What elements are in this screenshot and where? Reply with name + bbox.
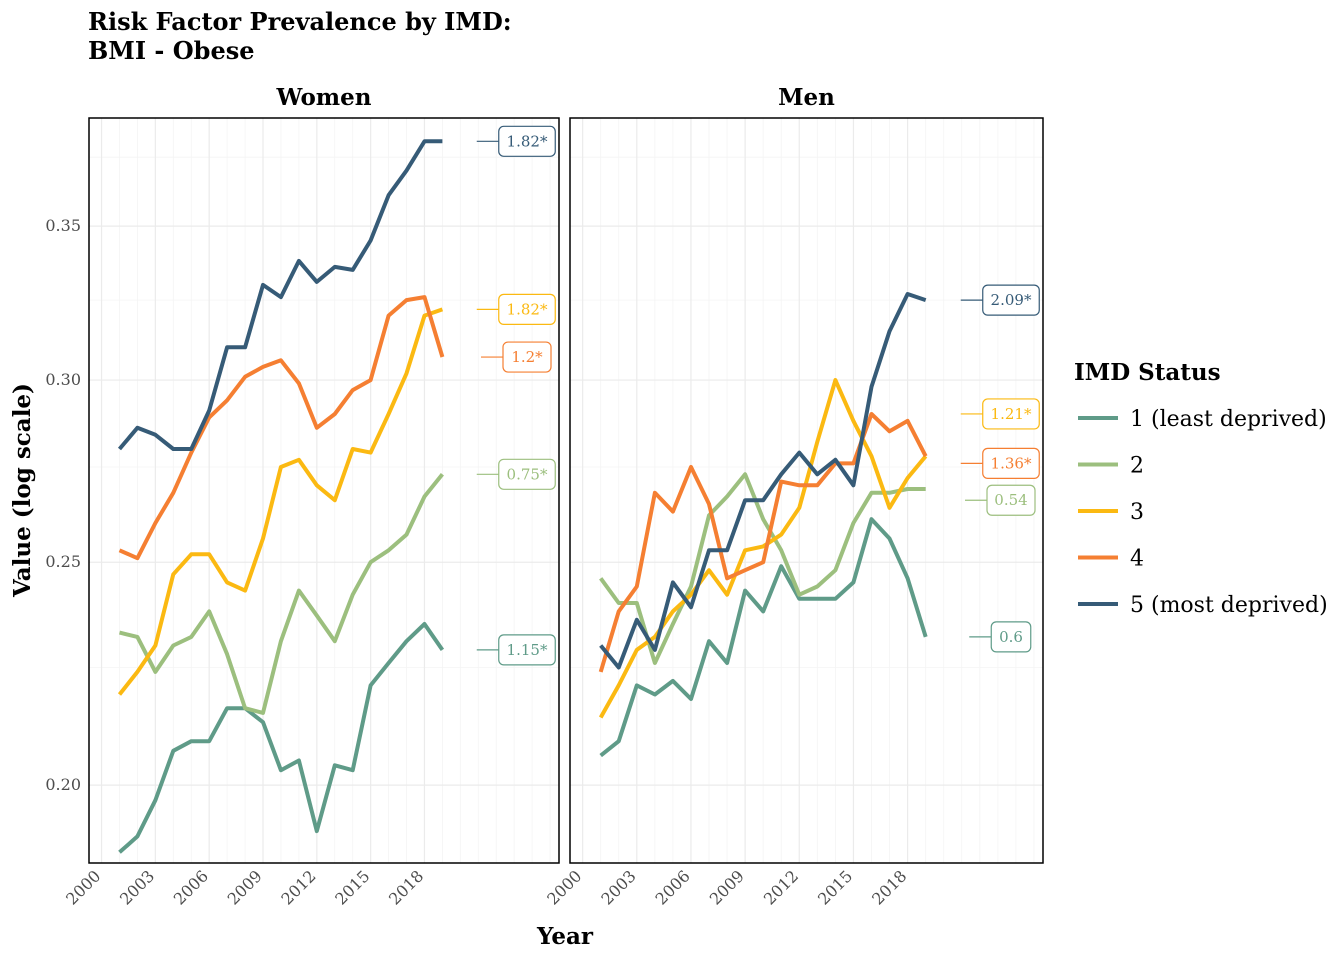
- end-label-text: 1.15*: [507, 641, 548, 659]
- x-tick-label: 2006: [652, 866, 694, 908]
- x-tick-label: 2003: [116, 866, 158, 908]
- end-label-men-imd-5: 2.09*: [960, 284, 1040, 316]
- legend-entry-2: 2: [1078, 454, 1144, 479]
- end-label-box: [498, 634, 556, 666]
- chart-title-line-2: BMI - Obese: [88, 36, 255, 65]
- end-label-box: [982, 398, 1040, 430]
- chart-title-line-1: Risk Factor Prevalence by IMD:: [88, 7, 512, 36]
- x-tick-label: 2000: [62, 866, 104, 908]
- end-label-text: 2.09*: [991, 291, 1032, 309]
- legend-title: IMD Status: [1074, 359, 1221, 386]
- x-tick-label: 2003: [597, 866, 639, 908]
- end-label-men-imd-3: 1.21*: [960, 398, 1040, 430]
- series-line-men-imd-3: [598, 378, 928, 719]
- series-line-men-imd-4: [598, 412, 928, 673]
- end-label-box: [502, 341, 552, 373]
- series-line-men-imd-5: [599, 292, 927, 670]
- panel-border-men: [569, 117, 1044, 864]
- series-line-men-imd-1: [599, 517, 928, 758]
- legend-label: 2: [1130, 454, 1144, 479]
- x-tick-label: 2012: [760, 866, 802, 908]
- end-label-text: 1.21*: [991, 405, 1032, 423]
- end-label-women-imd-3: 1.82*: [476, 293, 556, 325]
- x-tick-label: 2015: [331, 866, 373, 908]
- y-tick-label: 0.30: [45, 370, 81, 389]
- y-tick-label: 0.25: [45, 552, 81, 571]
- x-axis-title: Year: [536, 923, 594, 950]
- end-label-text: 0.6: [999, 628, 1023, 646]
- facet-panels: Women 0.20 0.25 0.30 0.35 2000 2003 2006 2009 201…: [45, 84, 1044, 909]
- y-axis-title: Value (log scale): [9, 383, 36, 598]
- legend-entry-3: 3: [1078, 500, 1144, 525]
- legend: IMD Status 1 (least deprived) 2 3 4 5 (most …: [1074, 359, 1328, 618]
- x-tick-label: 2012: [277, 866, 319, 908]
- legend-label: 3: [1130, 500, 1144, 525]
- series-line-women-imd-1: [118, 622, 445, 854]
- end-label-box: [498, 125, 556, 157]
- end-label-text: 0.54: [994, 491, 1027, 509]
- panel-title-men: Men: [778, 84, 835, 111]
- end-label-women-imd-2: 0.75*: [476, 458, 556, 490]
- legend-entry-5: 5 (most deprived): [1078, 593, 1328, 618]
- panel-border-women: [88, 117, 560, 864]
- legend-entry-4: 4: [1078, 547, 1144, 572]
- end-label-text: 1.82*: [507, 132, 548, 150]
- x-tick-label: 2018: [385, 866, 427, 908]
- end-label-text: 1.82*: [507, 300, 548, 318]
- legend-label: 5 (most deprived): [1130, 593, 1328, 618]
- x-tick-label: 2009: [706, 866, 748, 908]
- series-line-women-imd-2: [119, 473, 444, 715]
- y-tick-label: 0.35: [45, 216, 81, 235]
- series-line-women-imd-4: [118, 295, 445, 561]
- end-label-women-imd-1: 1.15*: [476, 634, 556, 666]
- legend-label: 4: [1130, 547, 1144, 572]
- end-label-box: [498, 458, 556, 490]
- end-label-text: 1.2*: [511, 348, 543, 366]
- end-label-box: [982, 447, 1040, 479]
- x-tick-label: 2009: [224, 866, 266, 908]
- series-line-women-imd-3: [117, 307, 444, 696]
- x-tick-label: 2015: [814, 866, 856, 908]
- legend-entry-1: 1 (least deprived): [1078, 407, 1327, 432]
- legend-label: 1 (least deprived): [1130, 407, 1327, 432]
- x-tick-label: 2018: [868, 866, 910, 908]
- panel-women: Women 0.20 0.25 0.30 0.35 2000 2003 2006 2009 201…: [45, 84, 560, 909]
- end-label-box: [982, 284, 1040, 316]
- end-label-men-imd-4: 1.36*: [960, 447, 1040, 479]
- panel-men: Men 2000 2003 2006 2009 2012 2015 2018 0.6 0.54 1.…: [543, 84, 1044, 909]
- end-label-men-imd-1: 0.6: [969, 621, 1032, 653]
- end-label-text: 1.36*: [991, 454, 1032, 472]
- y-tick-label: 0.20: [45, 775, 81, 794]
- end-label-men-imd-2: 0.54: [965, 484, 1036, 516]
- x-tick-label: 2006: [170, 866, 212, 908]
- panel-title-women: Women: [276, 84, 372, 111]
- end-label-text: 0.75*: [507, 465, 548, 483]
- x-tick-label: 2000: [543, 866, 585, 908]
- end-label-box: [990, 621, 1032, 653]
- end-label-box: [986, 484, 1036, 516]
- series-line-women-imd-5: [117, 139, 443, 451]
- end-label-women-imd-4: 1.2*: [481, 341, 552, 373]
- series-line-men-imd-2: [599, 472, 926, 665]
- end-label-box: [498, 293, 556, 325]
- end-label-women-imd-5: 1.82*: [476, 125, 556, 157]
